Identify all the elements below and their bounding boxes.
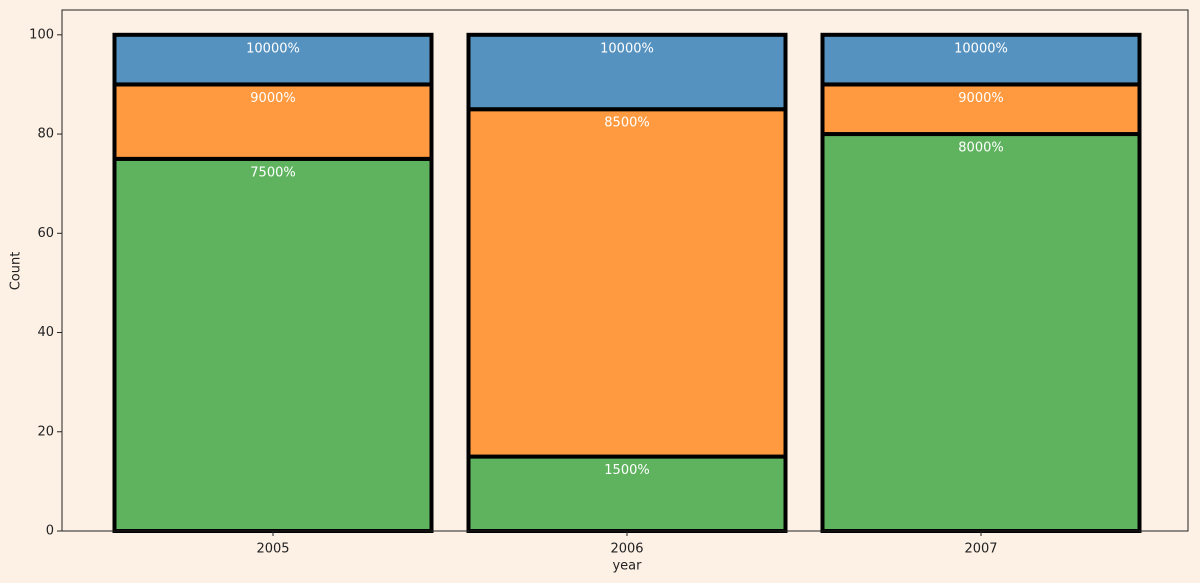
x-tick-label: 2006 (610, 542, 643, 557)
bar-segment (112, 156, 434, 533)
y-tick-label: 40 (37, 325, 54, 340)
segment-label: 1500% (604, 463, 649, 478)
x-tick-label: 2005 (256, 542, 289, 557)
segment-label: 10000% (954, 41, 1008, 56)
x-axis-label: year (612, 559, 642, 574)
segment-label: 10000% (246, 41, 300, 56)
segment-label: 8000% (958, 141, 1003, 156)
bar-segment (820, 32, 1142, 87)
segment-label: 8500% (604, 116, 649, 131)
y-tick-label: 60 (37, 226, 54, 241)
y-tick-label: 0 (46, 524, 54, 539)
bar-segment (820, 132, 1142, 534)
bar-segment (112, 82, 434, 161)
x-tick-label: 2007 (964, 542, 997, 557)
y-axis-label: Count (9, 252, 24, 291)
bar-segment (466, 107, 788, 459)
segment-label: 7500% (250, 165, 295, 180)
segment-label: 10000% (600, 41, 654, 56)
y-tick-label: 100 (29, 27, 54, 42)
bar-segment (112, 32, 434, 87)
y-tick-label: 80 (37, 127, 54, 142)
bar-segment (466, 32, 788, 112)
segment-label: 9000% (250, 91, 295, 106)
y-tick-label: 20 (37, 424, 54, 439)
segment-label: 9000% (958, 91, 1003, 106)
plot-frame (61, 9, 1189, 532)
